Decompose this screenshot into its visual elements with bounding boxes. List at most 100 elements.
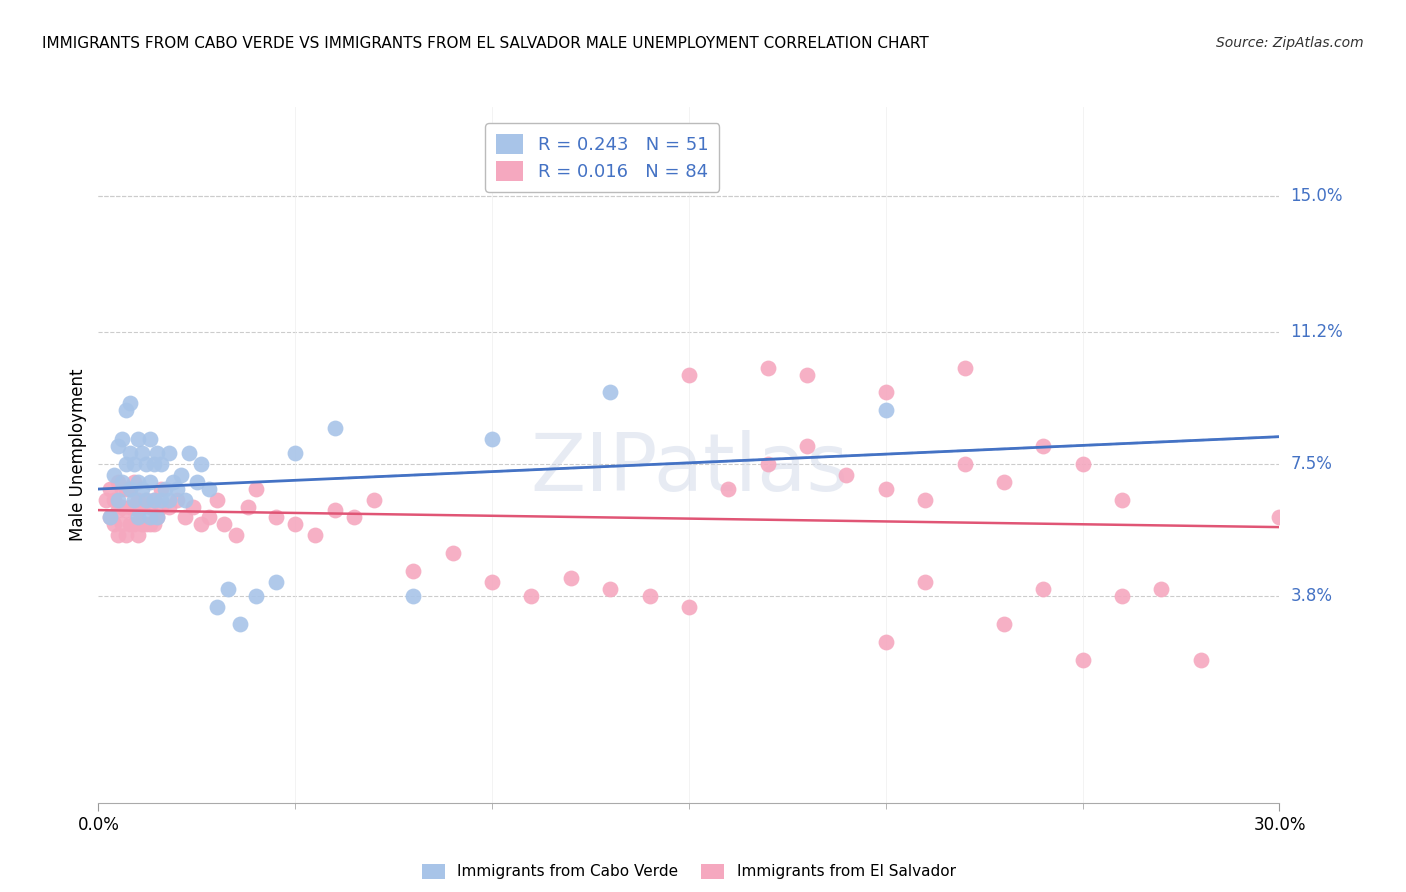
Point — [111, 517, 134, 532]
Point — [323, 421, 346, 435]
Point — [115, 528, 138, 542]
Text: 7.5%: 7.5% — [1291, 455, 1333, 473]
Point — [150, 492, 173, 507]
Point — [756, 360, 779, 375]
Point — [560, 571, 582, 585]
Point — [190, 517, 212, 532]
Text: 3.8%: 3.8% — [1291, 587, 1333, 605]
Point — [796, 439, 818, 453]
Point — [115, 482, 138, 496]
Point — [107, 439, 129, 453]
Point — [138, 500, 160, 514]
Point — [205, 599, 228, 614]
Point — [197, 482, 219, 496]
Point — [142, 517, 165, 532]
Point — [98, 510, 121, 524]
Point — [122, 457, 145, 471]
Point — [186, 475, 208, 489]
Point — [162, 475, 184, 489]
Point — [122, 517, 145, 532]
Point — [157, 492, 180, 507]
Point — [135, 492, 157, 507]
Point — [115, 457, 138, 471]
Point — [481, 574, 503, 589]
Point — [284, 517, 307, 532]
Point — [914, 574, 936, 589]
Point — [993, 475, 1015, 489]
Point — [953, 457, 976, 471]
Point — [717, 482, 740, 496]
Point — [284, 446, 307, 460]
Text: 11.2%: 11.2% — [1291, 323, 1343, 341]
Point — [914, 492, 936, 507]
Point — [146, 510, 169, 524]
Point — [174, 492, 197, 507]
Text: Source: ZipAtlas.com: Source: ZipAtlas.com — [1216, 36, 1364, 50]
Point — [245, 482, 267, 496]
Point — [127, 503, 149, 517]
Point — [177, 446, 200, 460]
Point — [118, 446, 141, 460]
Point — [190, 457, 212, 471]
Point — [111, 475, 134, 489]
Point — [245, 589, 267, 603]
Point — [875, 635, 897, 649]
Point — [756, 457, 779, 471]
Point — [98, 510, 121, 524]
Point — [146, 510, 169, 524]
Point — [118, 396, 141, 410]
Point — [214, 517, 236, 532]
Point — [181, 500, 204, 514]
Point — [323, 503, 346, 517]
Point — [111, 482, 134, 496]
Point — [304, 528, 326, 542]
Point — [993, 617, 1015, 632]
Point — [127, 432, 149, 446]
Point — [122, 492, 145, 507]
Point — [127, 510, 149, 524]
Point — [441, 546, 464, 560]
Point — [103, 517, 125, 532]
Point — [131, 517, 153, 532]
Point — [107, 492, 129, 507]
Text: IMMIGRANTS FROM CABO VERDE VS IMMIGRANTS FROM EL SALVADOR MALE UNEMPLOYMENT CORR: IMMIGRANTS FROM CABO VERDE VS IMMIGRANTS… — [42, 36, 929, 51]
Point — [127, 475, 149, 489]
Point — [131, 446, 153, 460]
Point — [142, 492, 165, 507]
Point — [107, 503, 129, 517]
Point — [115, 403, 138, 417]
Point — [157, 446, 180, 460]
Point — [678, 368, 700, 382]
Point — [118, 482, 141, 496]
Point — [363, 492, 385, 507]
Point — [166, 482, 188, 496]
Point — [142, 492, 165, 507]
Point — [1032, 439, 1054, 453]
Point — [236, 500, 259, 514]
Point — [402, 564, 425, 578]
Point — [111, 432, 134, 446]
Point — [599, 582, 621, 596]
Point — [122, 475, 145, 489]
Point — [103, 467, 125, 482]
Point — [96, 492, 118, 507]
Point — [122, 500, 145, 514]
Point — [638, 589, 661, 603]
Point — [111, 500, 134, 514]
Point — [98, 482, 121, 496]
Point — [520, 589, 543, 603]
Point — [953, 360, 976, 375]
Point — [115, 503, 138, 517]
Point — [875, 403, 897, 417]
Point — [157, 500, 180, 514]
Point — [1032, 582, 1054, 596]
Point — [138, 517, 160, 532]
Point — [1071, 457, 1094, 471]
Point — [142, 457, 165, 471]
Point — [264, 574, 287, 589]
Text: 15.0%: 15.0% — [1291, 187, 1343, 205]
Point — [138, 510, 160, 524]
Point — [135, 457, 157, 471]
Point — [678, 599, 700, 614]
Point — [118, 500, 141, 514]
